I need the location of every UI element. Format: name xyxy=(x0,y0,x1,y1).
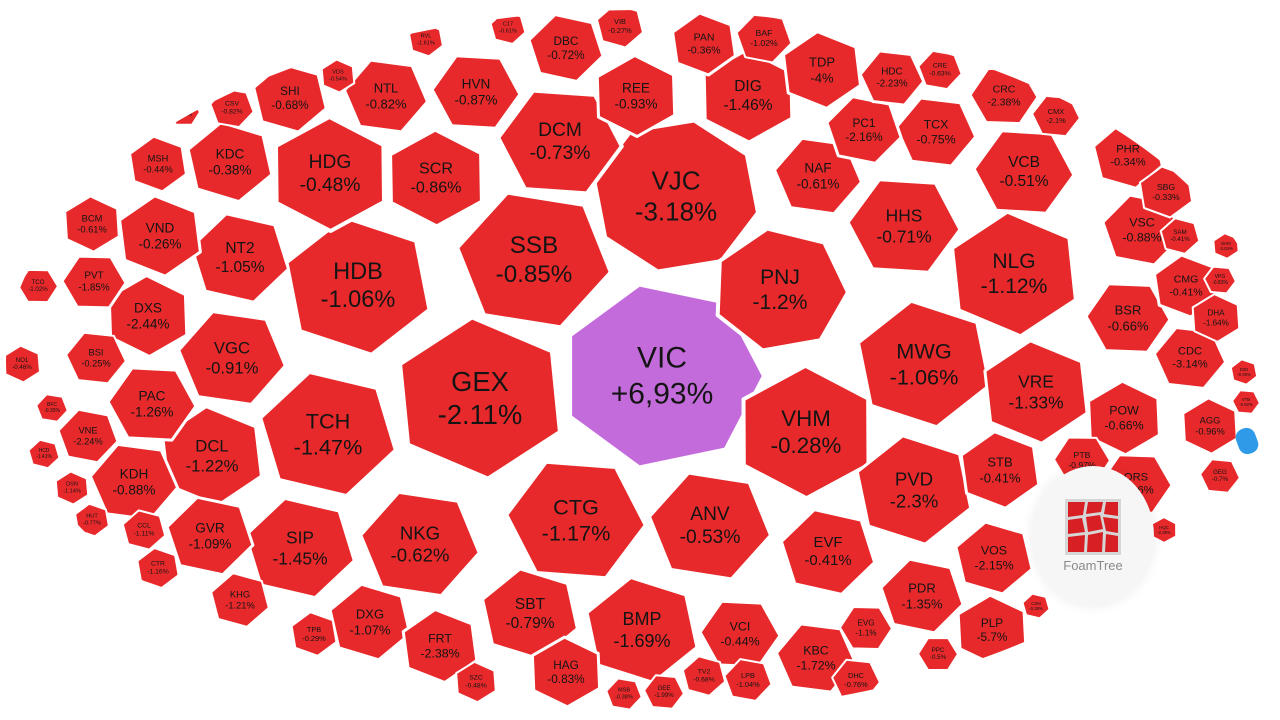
treemap-cell-code: TLH xyxy=(94,575,102,580)
treemap-cell-shape xyxy=(258,369,398,499)
treemap-cell-shape xyxy=(401,608,479,684)
treemap-cell-shape xyxy=(129,135,187,193)
treemap-cell-shape xyxy=(455,190,613,330)
treemap-cell-shape xyxy=(165,495,255,577)
treemap-cell-code: LDG xyxy=(179,106,189,112)
treemap-cell-shape xyxy=(715,226,850,353)
treemap-cell-shape xyxy=(136,547,180,589)
treemap-cell-shape xyxy=(605,677,643,711)
treemap-cell-shape xyxy=(646,470,774,582)
treemap-cell-shape xyxy=(595,54,677,138)
treemap-cell-shape xyxy=(359,490,481,598)
treemap-cell-shape xyxy=(879,557,965,635)
treemap-cell-shape xyxy=(489,11,527,45)
treemap-cell-code: FCN xyxy=(1192,543,1201,548)
treemap-cell-shape xyxy=(504,459,648,581)
treemap-cell-shape xyxy=(1212,232,1240,260)
treemap-cell-shape xyxy=(954,520,1034,596)
treemap-cell-shape xyxy=(1084,282,1172,354)
treemap-cell-shape xyxy=(252,62,328,134)
treemap-cell-shape xyxy=(671,11,737,77)
treemap-cell-shape xyxy=(167,98,201,126)
treemap-cell-shape xyxy=(455,660,497,704)
treemap-cell-ijc[interactable]: IJC-0.84% xyxy=(1139,635,1173,665)
treemap-cell-code: IJC xyxy=(1152,644,1160,650)
treemap-cell-shape xyxy=(210,572,270,628)
treemap-cell-tco[interactable]: TCO-1.02% xyxy=(17,268,59,304)
treemap-cell-shape xyxy=(60,254,128,310)
treemap-cell-shape xyxy=(84,566,112,594)
treemap-cell-shape xyxy=(1231,389,1261,415)
treemap-cell-tlh[interactable]: TLH-1.25% xyxy=(84,566,112,594)
treemap-cell-shape xyxy=(855,434,973,546)
treemap-cell-shape xyxy=(389,128,483,228)
treemap-cell-shape xyxy=(6,344,41,384)
treemap-cell-shape xyxy=(643,674,685,710)
treemap-cell-shape xyxy=(1139,635,1173,665)
treemap-cell-shape xyxy=(290,611,338,657)
treemap-cell-ppc[interactable]: PPC-0.5% xyxy=(917,637,959,671)
treemap-cell-shape xyxy=(950,209,1078,339)
treemap-cell-shape xyxy=(35,393,69,423)
treemap-cell-shape xyxy=(1203,265,1237,295)
treemap-cell-shape xyxy=(328,582,412,662)
treemap-cell-shape xyxy=(1150,516,1178,544)
treemap-cell-shape xyxy=(1021,592,1051,620)
treemap-cell-shape xyxy=(54,470,90,506)
treemap-cell-shape xyxy=(430,54,522,130)
treemap-cell-shape xyxy=(782,30,862,110)
treemap-cell-shape xyxy=(681,655,727,697)
treemap-cell-shape xyxy=(839,606,893,650)
treemap-cell-shape xyxy=(106,366,198,442)
treemap-cell-shape xyxy=(74,502,110,538)
treemap-cell-hqc[interactable]: HQC-2.38% xyxy=(1150,516,1178,544)
treemap-cell-shape xyxy=(121,509,167,551)
treemap-cell-shape xyxy=(1191,293,1241,343)
treemap-cell-shape xyxy=(858,49,926,107)
treemap-cell-shape xyxy=(1159,217,1201,255)
treemap-cell-shape xyxy=(398,315,562,481)
treemap-cell-ldg[interactable]: LDG-0.35% xyxy=(167,98,201,126)
treemap-cell-shape xyxy=(65,331,127,385)
treemap-cell-shape xyxy=(568,282,766,470)
treemap-cell-shape xyxy=(118,194,202,278)
foamtree-label: FoamTree xyxy=(1063,558,1123,573)
treemap-cell-shape xyxy=(209,87,255,129)
treemap-cell-shape xyxy=(983,339,1089,445)
treemap-cell-shape xyxy=(596,10,644,49)
treemap-cell-change: -0.84% xyxy=(1148,650,1164,656)
treemap-cell-dhm[interactable]: DHM-3.04% xyxy=(1212,232,1240,260)
treemap-cell-shape xyxy=(186,120,274,204)
treemap-cell-shape xyxy=(959,430,1041,510)
treemap-cell-shape xyxy=(274,115,386,233)
treemap-cell-change: -1.25% xyxy=(91,580,105,585)
treemap-cell-shape xyxy=(1229,358,1259,386)
treemap-cell-code: KSB xyxy=(1194,155,1203,160)
treemap-cell-change: -0.77% xyxy=(1189,548,1203,553)
treemap-cell-shape xyxy=(527,13,605,83)
treemap-cell-shape xyxy=(177,310,287,406)
treemap-cell-shape xyxy=(320,58,356,94)
treemap-cell-shape xyxy=(57,408,119,464)
treemap-cell-vtb[interactable]: VTB-0.92% xyxy=(1231,389,1261,415)
treemap-cell-shape xyxy=(530,635,602,709)
treemap-cell-shape xyxy=(846,178,962,274)
treemap-cell-shape xyxy=(917,637,959,671)
treemap-cell-shape xyxy=(779,508,877,596)
treemap-cell-shape xyxy=(496,88,624,196)
treemap-cell-shape xyxy=(27,438,61,470)
treemap-cell-shape xyxy=(17,268,59,304)
foamtree-logo-icon xyxy=(1065,499,1121,555)
treemap-cell-shape xyxy=(856,298,992,430)
foamtree-badge[interactable]: FoamTree xyxy=(1032,466,1154,606)
treemap-cell-shape xyxy=(1184,146,1212,174)
treemap-cell-ksb[interactable]: KSB-0.95% xyxy=(1184,146,1212,174)
treemap-cell-change: -0.95% xyxy=(1191,160,1205,165)
treemap-cell-shape xyxy=(1199,458,1241,494)
treemap-cell-shape xyxy=(1182,397,1238,455)
